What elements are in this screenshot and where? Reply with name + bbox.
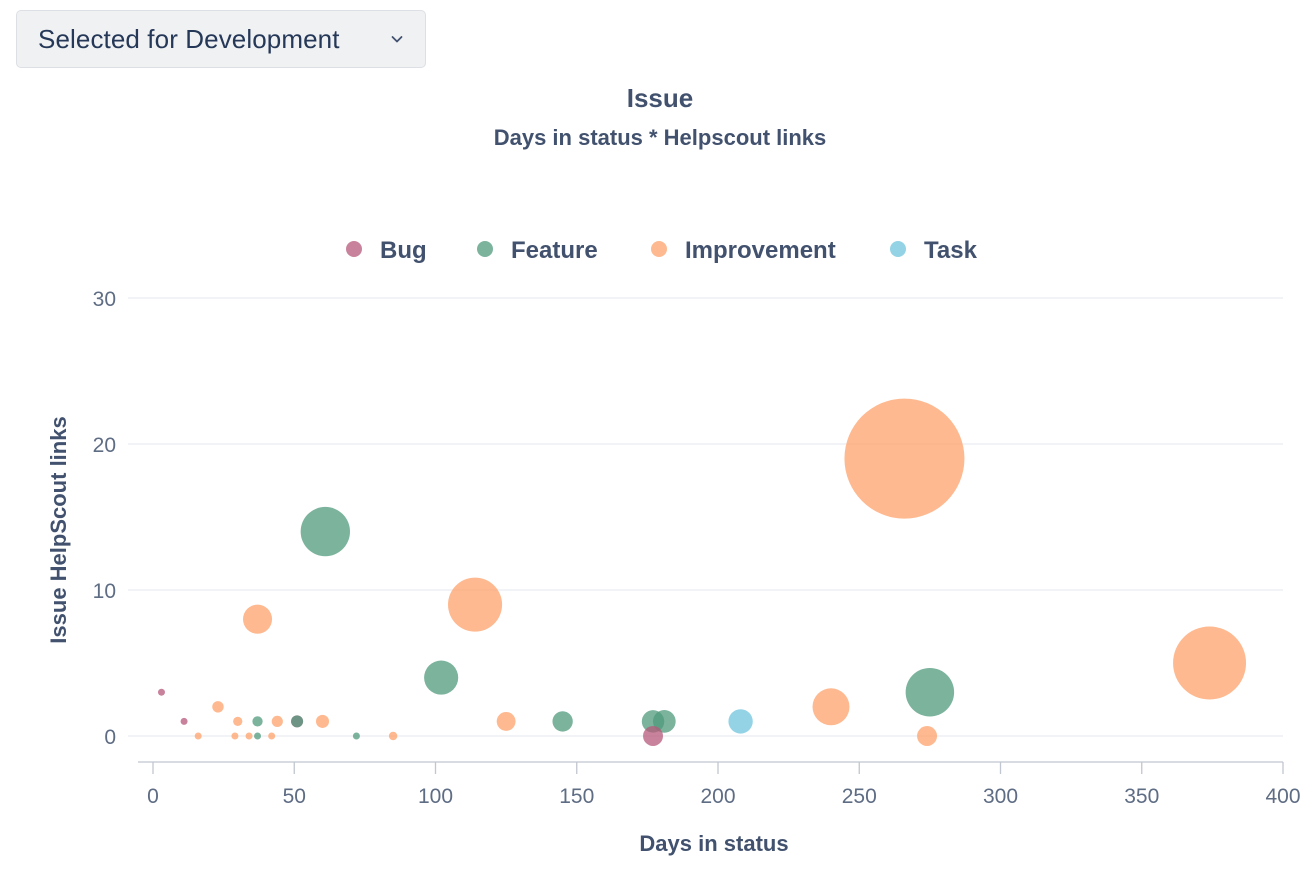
bubble-feature: [905, 667, 955, 717]
bubble-feature: [291, 715, 304, 728]
bubble-improvement: [245, 732, 253, 740]
bubble-improvement: [496, 711, 516, 731]
legend-label-feature: Feature: [511, 237, 598, 264]
bubble-bug: [157, 688, 165, 696]
bubble-feature: [300, 506, 350, 557]
bubble-task: [728, 709, 753, 734]
bubble-improvement: [844, 398, 965, 519]
bubble-improvement: [243, 604, 273, 634]
x-tick-label: 250: [842, 785, 877, 808]
chevron-down-icon: [391, 36, 403, 43]
x-tick-label: 300: [983, 785, 1018, 808]
bubble-feature: [552, 711, 573, 732]
bubble-improvement: [448, 577, 503, 632]
bubble-improvement: [388, 731, 398, 741]
legend-marker-task: [890, 241, 906, 257]
status-dropdown-label: Selected for Development: [38, 23, 340, 54]
x-axis: 0 50 100 150 200 250 300 350 400: [138, 761, 1301, 808]
y-tick-label: 0: [104, 726, 116, 749]
y-tick-label: 20: [93, 434, 116, 457]
x-tick-label: 150: [559, 785, 594, 808]
y-tick-label: 30: [93, 288, 116, 311]
bubble-bug: [643, 726, 664, 746]
bubble-feature: [254, 732, 262, 740]
chart-gridlines: [128, 297, 1283, 737]
bubble-improvement: [1173, 626, 1247, 700]
x-tick-label: 400: [1265, 785, 1300, 808]
bubble-feature: [424, 660, 459, 695]
y-axis-ticks: 0 10 20 30: [93, 288, 116, 749]
y-tick-label: 10: [93, 580, 116, 603]
x-axis-title: Days in status: [639, 831, 788, 856]
x-tick-label: 200: [700, 785, 735, 808]
x-tick-label: 50: [283, 785, 306, 808]
bubble-improvement: [194, 732, 202, 740]
bubble-improvement: [212, 701, 224, 713]
legend-label-improvement: Improvement: [685, 237, 836, 264]
bubble-feature: [352, 732, 360, 740]
bubble-improvement: [917, 726, 938, 746]
legend-marker-bug: [346, 241, 362, 257]
bubble-feature: [252, 716, 263, 727]
chart-bubbles: [157, 398, 1247, 746]
chart-legend: Bug Feature Improvement Task: [346, 237, 978, 264]
chart-title: Issue: [627, 83, 694, 113]
legend-label-task: Task: [924, 237, 978, 264]
bubble-improvement: [812, 688, 850, 726]
bubble-improvement: [233, 716, 243, 727]
legend-marker-feature: [477, 241, 493, 257]
y-axis-title: Issue HelpScout links: [46, 416, 71, 643]
bubble-improvement: [271, 715, 283, 727]
x-tick-label: 100: [418, 785, 453, 808]
legend-label-bug: Bug: [380, 237, 427, 264]
x-tick-label: 350: [1124, 785, 1159, 808]
bubble-improvement: [231, 732, 239, 740]
bubble-improvement: [268, 732, 276, 740]
bubble-improvement: [315, 714, 330, 728]
chart-subtitle: Days in status * Helpscout links: [494, 125, 827, 150]
bubble-bug: [180, 717, 188, 725]
legend-marker-improvement: [651, 241, 667, 257]
bubble-feature: [641, 710, 665, 733]
x-tick-label: 0: [147, 785, 159, 808]
status-dropdown[interactable]: Selected for Development: [16, 10, 426, 68]
